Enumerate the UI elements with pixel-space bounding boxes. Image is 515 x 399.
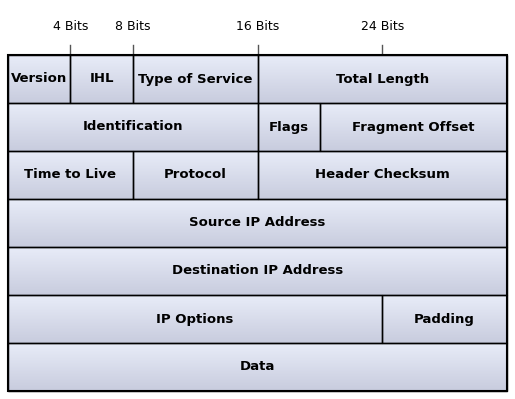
Bar bbox=[8, 247, 507, 295]
Text: Protocol: Protocol bbox=[164, 168, 227, 182]
Text: Type of Service: Type of Service bbox=[138, 73, 252, 85]
Text: 8 Bits: 8 Bits bbox=[115, 20, 150, 34]
Bar bbox=[71, 55, 133, 103]
Text: Version: Version bbox=[11, 73, 67, 85]
Bar bbox=[133, 55, 258, 103]
Text: Destination IP Address: Destination IP Address bbox=[172, 265, 343, 277]
Bar bbox=[8, 55, 507, 391]
Bar bbox=[133, 151, 258, 199]
Bar bbox=[382, 295, 507, 343]
Text: Flags: Flags bbox=[269, 120, 309, 134]
Text: Total Length: Total Length bbox=[336, 73, 429, 85]
Bar bbox=[8, 343, 507, 391]
Text: Source IP Address: Source IP Address bbox=[190, 217, 325, 229]
Text: 4 Bits: 4 Bits bbox=[53, 20, 88, 34]
Bar bbox=[8, 103, 258, 151]
Bar bbox=[258, 151, 507, 199]
Text: Identification: Identification bbox=[82, 120, 183, 134]
Bar bbox=[258, 55, 507, 103]
Text: Header Checksum: Header Checksum bbox=[315, 168, 450, 182]
Bar bbox=[8, 55, 71, 103]
Text: IHL: IHL bbox=[89, 73, 114, 85]
Text: 16 Bits: 16 Bits bbox=[236, 20, 279, 34]
Bar bbox=[258, 103, 320, 151]
Bar bbox=[320, 103, 507, 151]
Bar bbox=[8, 151, 133, 199]
Text: 24 Bits: 24 Bits bbox=[360, 20, 404, 34]
Bar bbox=[8, 199, 507, 247]
Bar bbox=[8, 295, 382, 343]
Text: Padding: Padding bbox=[414, 312, 475, 326]
Text: Fragment Offset: Fragment Offset bbox=[352, 120, 475, 134]
Text: Time to Live: Time to Live bbox=[24, 168, 116, 182]
Text: IP Options: IP Options bbox=[157, 312, 234, 326]
Text: Data: Data bbox=[240, 361, 275, 373]
